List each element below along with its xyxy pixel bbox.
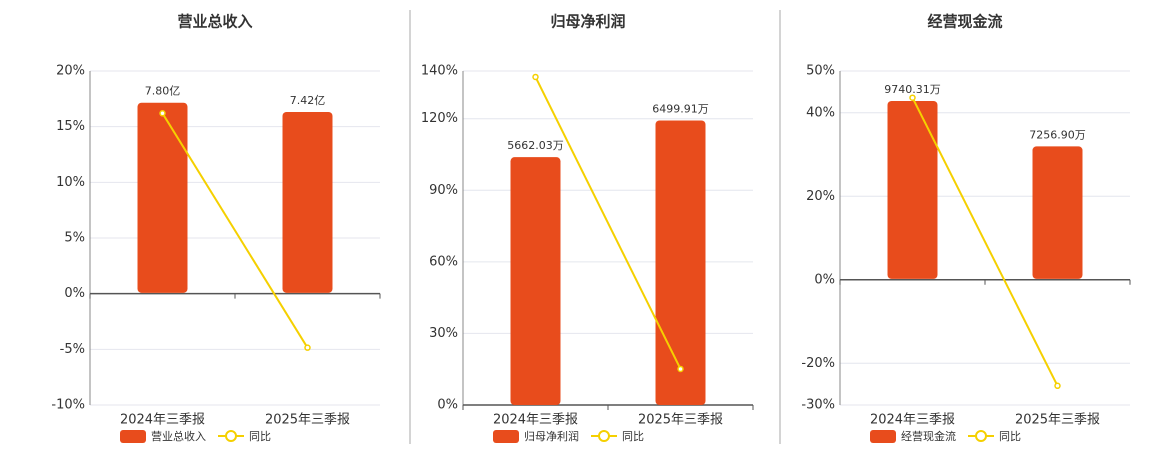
y-tick-label: 20% — [56, 64, 85, 79]
y-tick-label: -30% — [801, 398, 835, 413]
y-tick-label: 30% — [429, 326, 458, 341]
value-label: 7.42亿 — [290, 94, 326, 107]
legend-label: 同比 — [249, 430, 271, 443]
x-tick-label: 2024年三季报 — [120, 413, 205, 428]
y-tick-label: 5% — [64, 231, 85, 246]
chart-title: 经营现金流 — [927, 13, 1002, 31]
y-tick-label: 90% — [429, 183, 458, 198]
value-label: 9740.31万 — [884, 83, 941, 96]
legend-swatch — [120, 430, 146, 443]
y-tick-label: 20% — [806, 189, 835, 204]
y-tick-label: -5% — [60, 342, 85, 357]
y-tick-label: -10% — [51, 398, 85, 413]
y-tick-label: 15% — [56, 119, 85, 134]
legend-marker — [598, 430, 610, 442]
legend-swatch — [493, 430, 519, 443]
legend-label: 同比 — [999, 430, 1021, 443]
y-tick-label: 140% — [421, 64, 458, 79]
y-tick-label: 0% — [814, 272, 835, 287]
y-tick-label: 50% — [806, 64, 835, 79]
bar — [282, 111, 333, 293]
value-label: 5662.03万 — [507, 139, 564, 152]
bar — [137, 102, 188, 293]
bar — [1032, 146, 1083, 279]
x-tick-label: 2024年三季报 — [493, 413, 578, 428]
bar — [887, 100, 938, 279]
legend-label: 归母净利润 — [524, 429, 579, 443]
legend-label: 同比 — [622, 430, 644, 443]
x-tick-label: 2025年三季报 — [1015, 413, 1100, 428]
bar — [510, 157, 561, 405]
line-point — [909, 94, 916, 101]
chart-title: 归母净利润 — [550, 13, 625, 31]
value-label: 7.80亿 — [145, 85, 181, 98]
y-tick-label: 120% — [421, 111, 458, 126]
line — [161, 112, 309, 349]
line-point — [677, 365, 684, 373]
line — [911, 97, 1059, 387]
value-label: 6499.91万 — [652, 102, 709, 115]
legend-swatch — [870, 430, 896, 443]
line-point — [159, 110, 166, 117]
y-tick-label: 40% — [806, 105, 835, 120]
value-label: 7256.90万 — [1029, 128, 1086, 141]
line — [534, 76, 682, 370]
y-tick-label: 0% — [64, 286, 85, 301]
y-tick-label: -20% — [801, 356, 835, 371]
x-tick-label: 2025年三季报 — [638, 413, 723, 428]
y-tick-label: 10% — [56, 175, 85, 190]
legend-marker — [975, 430, 987, 442]
line-point — [1054, 382, 1061, 390]
bar — [655, 120, 706, 405]
legend-label: 经营现金流 — [901, 429, 956, 443]
chart-title: 营业总收入 — [177, 13, 252, 31]
line-point — [532, 73, 539, 81]
legend-marker — [225, 430, 237, 442]
x-tick-label: 2024年三季报 — [870, 413, 955, 428]
legend-label: 营业总收入 — [151, 429, 206, 443]
x-tick-label: 2025年三季报 — [265, 413, 350, 428]
y-tick-label: 0% — [437, 398, 458, 413]
line-point — [304, 344, 311, 351]
y-tick-label: 60% — [429, 254, 458, 269]
